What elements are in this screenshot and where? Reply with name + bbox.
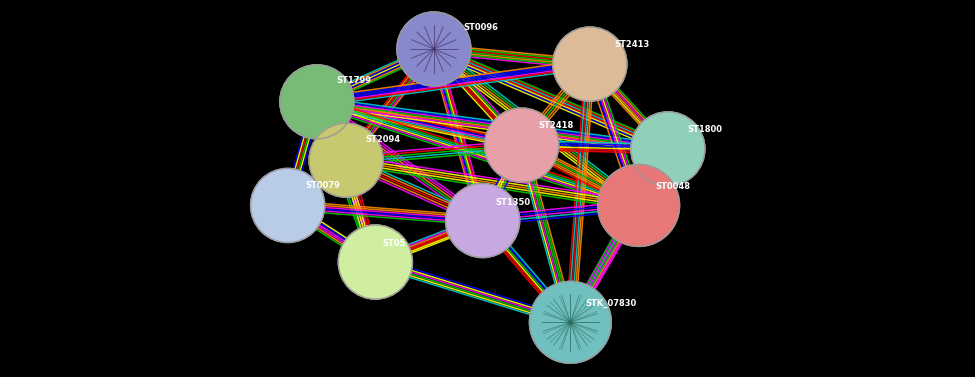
Ellipse shape bbox=[251, 169, 325, 242]
Text: ST2094: ST2094 bbox=[366, 135, 401, 144]
Ellipse shape bbox=[598, 164, 680, 247]
Ellipse shape bbox=[529, 281, 611, 363]
Ellipse shape bbox=[485, 108, 559, 182]
Text: ST2418: ST2418 bbox=[538, 121, 573, 130]
Ellipse shape bbox=[309, 123, 383, 197]
Text: STK_07830: STK_07830 bbox=[585, 299, 637, 308]
Ellipse shape bbox=[631, 112, 705, 186]
Ellipse shape bbox=[280, 65, 354, 139]
Ellipse shape bbox=[553, 27, 627, 101]
Text: ST0096: ST0096 bbox=[463, 23, 498, 32]
Text: ST05: ST05 bbox=[382, 239, 406, 248]
Ellipse shape bbox=[397, 12, 471, 86]
Text: ST0079: ST0079 bbox=[305, 181, 340, 190]
Ellipse shape bbox=[338, 225, 412, 299]
Text: ST1800: ST1800 bbox=[687, 125, 722, 134]
Text: ST1350: ST1350 bbox=[495, 198, 530, 207]
Text: ST2413: ST2413 bbox=[614, 40, 649, 49]
Text: ST1799: ST1799 bbox=[336, 76, 371, 85]
Text: ST0048: ST0048 bbox=[655, 182, 690, 191]
Ellipse shape bbox=[446, 184, 520, 257]
